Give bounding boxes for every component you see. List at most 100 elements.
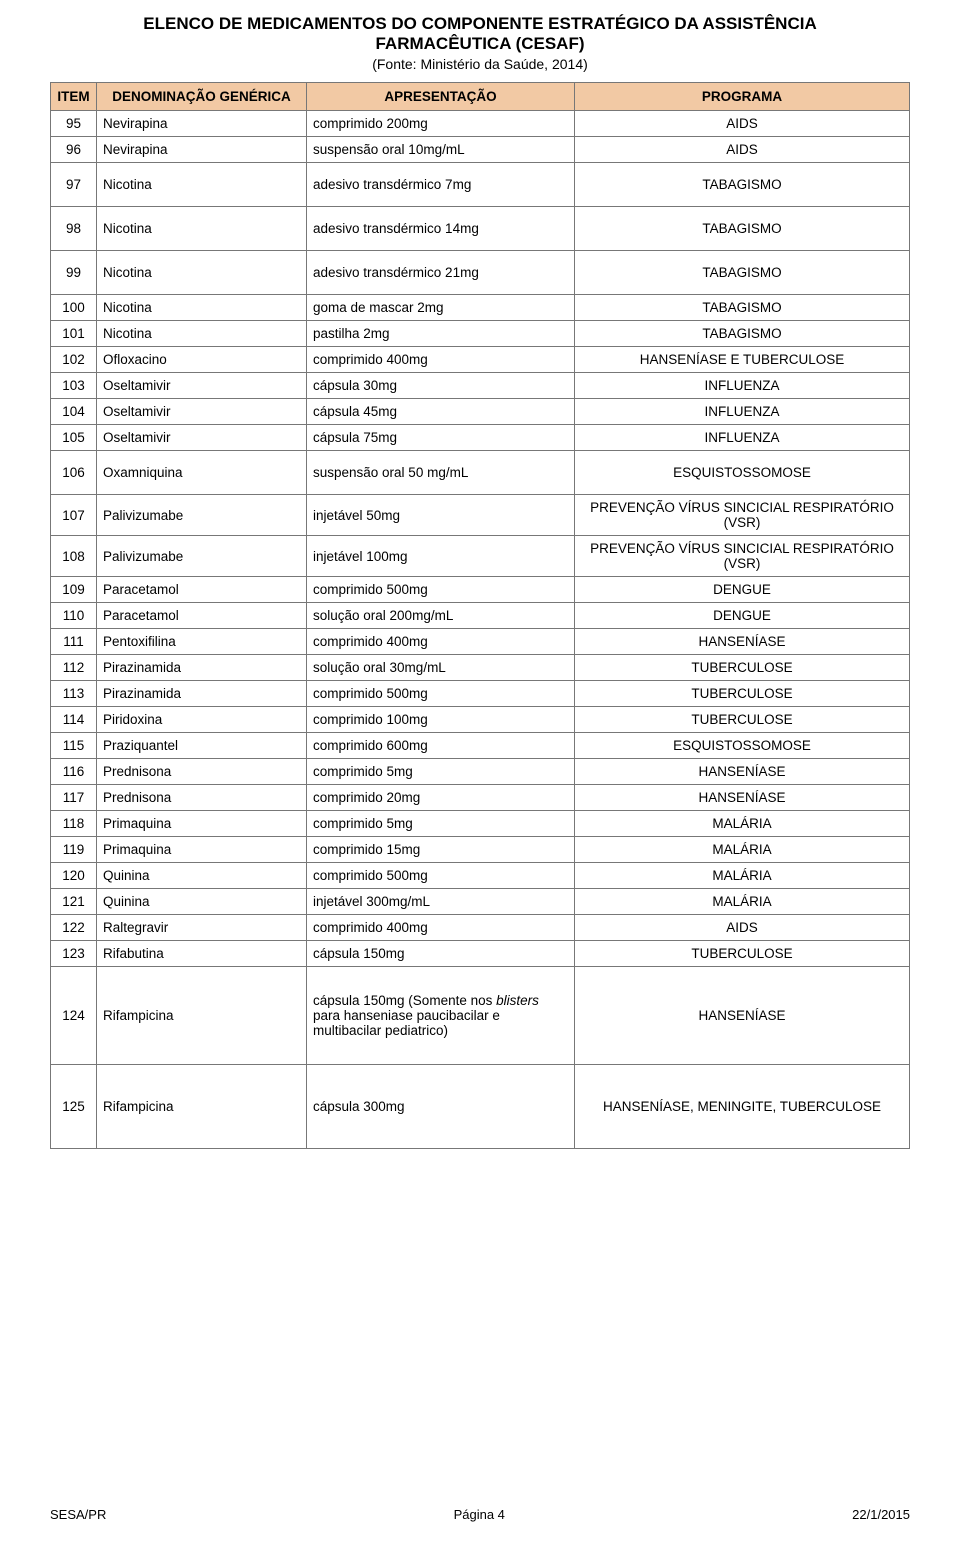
title-line-2: FARMACÊUTICA (CESAF) bbox=[50, 34, 910, 54]
cell-presentation: cápsula 45mg bbox=[307, 399, 575, 425]
table-row: 115Praziquantelcomprimido 600mgESQUISTOS… bbox=[51, 733, 910, 759]
table-row: 125Rifampicinacápsula 300mgHANSENÍASE, M… bbox=[51, 1065, 910, 1149]
table-row: 108Palivizumabeinjetável 100mgPREVENÇÃO … bbox=[51, 536, 910, 577]
table-row: 117Prednisonacomprimido 20mgHANSENÍASE bbox=[51, 785, 910, 811]
cell-presentation: suspensão oral 50 mg/mL bbox=[307, 451, 575, 495]
table-row: 107Palivizumabeinjetável 50mgPREVENÇÃO V… bbox=[51, 495, 910, 536]
cell-item: 115 bbox=[51, 733, 97, 759]
cell-item: 118 bbox=[51, 811, 97, 837]
table-row: 118Primaquinacomprimido 5mgMALÁRIA bbox=[51, 811, 910, 837]
cell-item: 95 bbox=[51, 111, 97, 137]
cell-presentation: solução oral 30mg/mL bbox=[307, 655, 575, 681]
cell-program: TABAGISMO bbox=[575, 321, 910, 347]
cell-item: 104 bbox=[51, 399, 97, 425]
cell-item: 125 bbox=[51, 1065, 97, 1149]
cell-program: INFLUENZA bbox=[575, 425, 910, 451]
cell-name: Primaquina bbox=[97, 837, 307, 863]
cell-item: 108 bbox=[51, 536, 97, 577]
cell-program: TABAGISMO bbox=[575, 251, 910, 295]
cell-program: TABAGISMO bbox=[575, 207, 910, 251]
cell-item: 114 bbox=[51, 707, 97, 733]
cell-name: Pentoxifilina bbox=[97, 629, 307, 655]
cell-name: Paracetamol bbox=[97, 577, 307, 603]
cell-presentation: adesivo transdérmico 14mg bbox=[307, 207, 575, 251]
cell-presentation: adesivo transdérmico 21mg bbox=[307, 251, 575, 295]
cell-item: 117 bbox=[51, 785, 97, 811]
table-row: 121Quininainjetável 300mg/mLMALÁRIA bbox=[51, 889, 910, 915]
cell-presentation: goma de mascar 2mg bbox=[307, 295, 575, 321]
cell-name: Pirazinamida bbox=[97, 681, 307, 707]
cell-name: Rifampicina bbox=[97, 967, 307, 1065]
cell-presentation: comprimido 5mg bbox=[307, 811, 575, 837]
cell-presentation: injetável 300mg/mL bbox=[307, 889, 575, 915]
cell-presentation: cápsula 75mg bbox=[307, 425, 575, 451]
cell-presentation: comprimido 5mg bbox=[307, 759, 575, 785]
cell-program: AIDS bbox=[575, 915, 910, 941]
cell-item: 99 bbox=[51, 251, 97, 295]
cell-name: Nicotina bbox=[97, 207, 307, 251]
medications-table: ITEM DENOMINAÇÃO GENÉRICA APRESENTAÇÃO P… bbox=[50, 82, 910, 1149]
footer-center: Página 4 bbox=[454, 1507, 505, 1522]
table-row: 110Paracetamolsolução oral 200mg/mLDENGU… bbox=[51, 603, 910, 629]
footer-left: SESA/PR bbox=[50, 1507, 106, 1522]
cell-item: 122 bbox=[51, 915, 97, 941]
cell-presentation: comprimido 500mg bbox=[307, 577, 575, 603]
table-row: 124Rifampicinacápsula 150mg (Somente nos… bbox=[51, 967, 910, 1065]
cell-item: 120 bbox=[51, 863, 97, 889]
cell-item: 98 bbox=[51, 207, 97, 251]
cell-item: 123 bbox=[51, 941, 97, 967]
cell-presentation: comprimido 500mg bbox=[307, 863, 575, 889]
table-row: 98Nicotinaadesivo transdérmico 14mgTABAG… bbox=[51, 207, 910, 251]
cell-program: TABAGISMO bbox=[575, 295, 910, 321]
cell-item: 103 bbox=[51, 373, 97, 399]
footer-right: 22/1/2015 bbox=[852, 1507, 910, 1522]
cell-item: 111 bbox=[51, 629, 97, 655]
cell-item: 113 bbox=[51, 681, 97, 707]
cell-item: 112 bbox=[51, 655, 97, 681]
cell-presentation: injetável 100mg bbox=[307, 536, 575, 577]
cell-item: 107 bbox=[51, 495, 97, 536]
table-row: 101Nicotinapastilha 2mgTABAGISMO bbox=[51, 321, 910, 347]
cell-program: DENGUE bbox=[575, 603, 910, 629]
cell-item: 100 bbox=[51, 295, 97, 321]
cell-item: 105 bbox=[51, 425, 97, 451]
cell-name: Raltegravir bbox=[97, 915, 307, 941]
cell-program: DENGUE bbox=[575, 577, 910, 603]
cell-item: 106 bbox=[51, 451, 97, 495]
cell-presentation: comprimido 400mg bbox=[307, 629, 575, 655]
cell-program: HANSENÍASE, MENINGITE, TUBERCULOSE bbox=[575, 1065, 910, 1149]
table-row: 112Pirazinamidasolução oral 30mg/mLTUBER… bbox=[51, 655, 910, 681]
cell-program: HANSENÍASE bbox=[575, 629, 910, 655]
table-row: 123Rifabutinacápsula 150mgTUBERCULOSE bbox=[51, 941, 910, 967]
cell-program: AIDS bbox=[575, 137, 910, 163]
cell-name: Nevirapina bbox=[97, 137, 307, 163]
cell-item: 97 bbox=[51, 163, 97, 207]
cell-name: Palivizumabe bbox=[97, 495, 307, 536]
cell-program: AIDS bbox=[575, 111, 910, 137]
cell-program: INFLUENZA bbox=[575, 399, 910, 425]
cell-program: MALÁRIA bbox=[575, 837, 910, 863]
cell-program: TUBERCULOSE bbox=[575, 941, 910, 967]
cell-presentation: comprimido 200mg bbox=[307, 111, 575, 137]
document-header: ELENCO DE MEDICAMENTOS DO COMPONENTE EST… bbox=[50, 14, 910, 72]
table-row: 114Piridoxinacomprimido 100mgTUBERCULOSE bbox=[51, 707, 910, 733]
cell-name: Prednisona bbox=[97, 785, 307, 811]
table-body: 95Nevirapinacomprimido 200mgAIDS96Nevira… bbox=[51, 111, 910, 1149]
cell-program: HANSENÍASE bbox=[575, 759, 910, 785]
cell-name: Ofloxacino bbox=[97, 347, 307, 373]
col-header-presentation: APRESENTAÇÃO bbox=[307, 83, 575, 111]
table-row: 99Nicotinaadesivo transdérmico 21mgTABAG… bbox=[51, 251, 910, 295]
cell-program: PREVENÇÃO VÍRUS SINCICIAL RESPIRATÓRIO (… bbox=[575, 536, 910, 577]
table-row: 96Nevirapinasuspensão oral 10mg/mLAIDS bbox=[51, 137, 910, 163]
table-row: 97Nicotinaadesivo transdérmico 7mgTABAGI… bbox=[51, 163, 910, 207]
col-header-name: DENOMINAÇÃO GENÉRICA bbox=[97, 83, 307, 111]
cell-program: TABAGISMO bbox=[575, 163, 910, 207]
cell-name: Paracetamol bbox=[97, 603, 307, 629]
cell-presentation: comprimido 400mg bbox=[307, 347, 575, 373]
cell-name: Rifabutina bbox=[97, 941, 307, 967]
table-row: 100Nicotinagoma de mascar 2mgTABAGISMO bbox=[51, 295, 910, 321]
table-row: 116Prednisonacomprimido 5mgHANSENÍASE bbox=[51, 759, 910, 785]
cell-name: Pirazinamida bbox=[97, 655, 307, 681]
cell-presentation: comprimido 100mg bbox=[307, 707, 575, 733]
cell-presentation: pastilha 2mg bbox=[307, 321, 575, 347]
